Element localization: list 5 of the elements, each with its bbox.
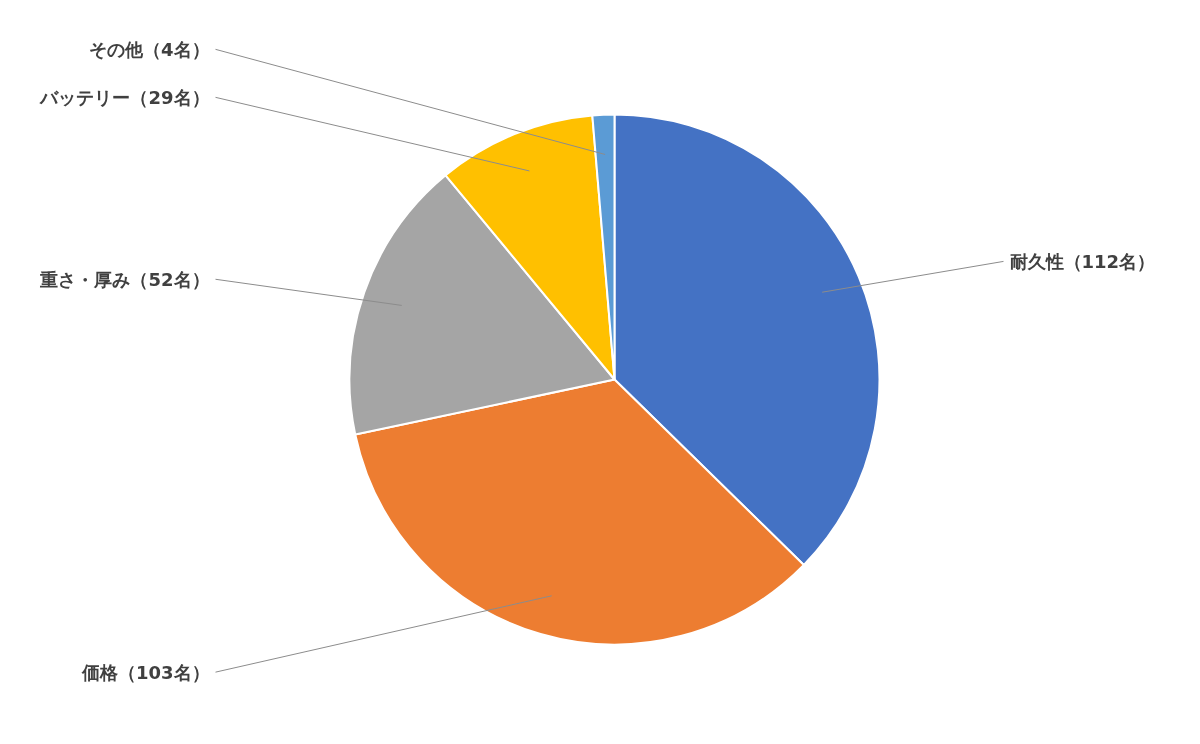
slice-label: バッテリー（29名） — [39, 86, 210, 108]
slice-label: その他（4名） — [88, 38, 210, 60]
slice-label: 耐久性（112名） — [1009, 250, 1156, 272]
slice-label: 重さ・厚み（52名） — [39, 268, 210, 290]
slice-label: 価格（103名） — [80, 661, 210, 683]
